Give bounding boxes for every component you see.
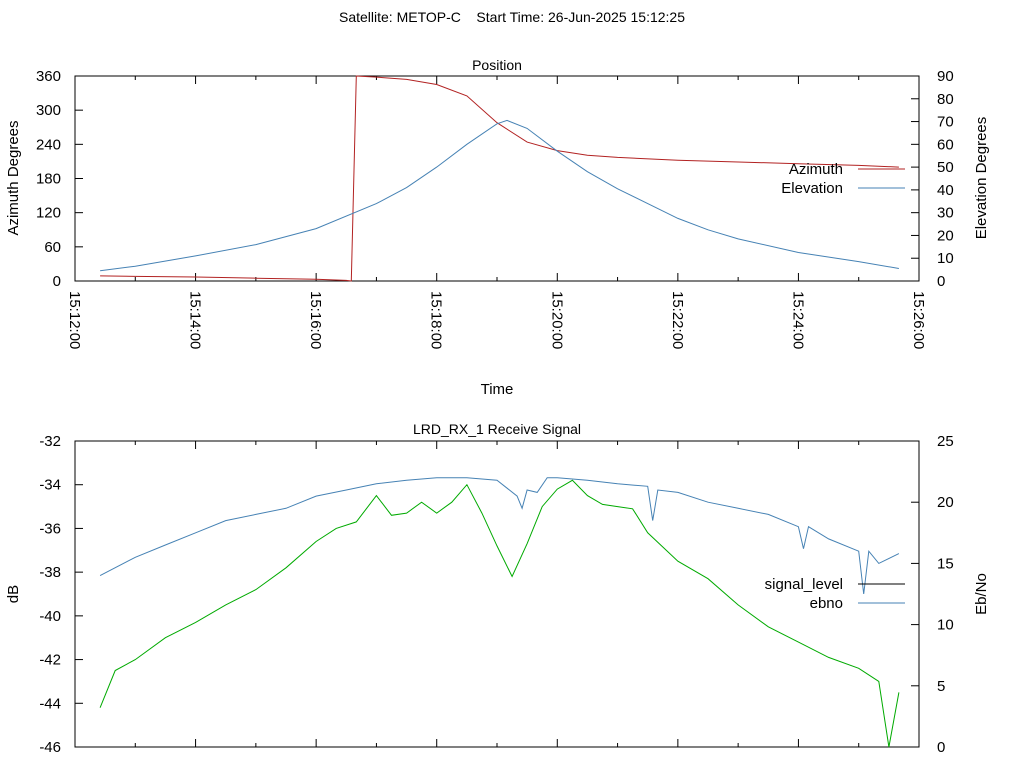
- position-left-tick-label: 120: [36, 205, 61, 222]
- signal-chart-title: LRD_RX_1 Receive Signal: [413, 421, 581, 437]
- signal-series-line-series-2: [99, 479, 900, 748]
- signal-right-tick-label: 0: [937, 739, 945, 756]
- signal-left-tick-label: -40: [39, 608, 61, 625]
- position-x-tick-label: 15:22:00: [669, 291, 686, 349]
- legend-signal-level-label: signal_level: [765, 576, 843, 593]
- legend-ebno-label: ebno: [810, 595, 843, 612]
- signal-right-tick-label: 25: [937, 433, 954, 450]
- position-right-tick-label: 20: [937, 227, 954, 244]
- position-x-axis-label: Time: [481, 381, 514, 398]
- signal-right-tick-label: 20: [937, 494, 954, 511]
- position-right-tick-label: 0: [937, 273, 945, 290]
- position-right-tick-label: 70: [937, 114, 954, 131]
- position-right-tick-label: 80: [937, 91, 954, 108]
- signal-series: [99, 477, 900, 748]
- signal-left-tick-label: -36: [39, 520, 61, 537]
- position-series-line-Azimuth: [100, 75, 899, 282]
- signal-left-tick-label: -34: [39, 477, 61, 494]
- position-right-tick-label: 50: [937, 159, 954, 176]
- position-left-axis-label: Azimuth Degrees: [5, 120, 22, 235]
- position-x-tick-label: 15:18:00: [428, 291, 445, 349]
- signal-right-tick-label: 10: [937, 617, 954, 634]
- position-left-tick-label: 360: [36, 68, 61, 85]
- position-left-tick-label: 180: [36, 171, 61, 188]
- signal-right-axis-label: Eb/No: [973, 573, 990, 615]
- legend-azimuth-label: Azimuth: [789, 161, 843, 178]
- position-ticks: 0 60 120 180 240 300 360 0 10 20 30 40 50 60 70 80 90 15:…: [36, 68, 954, 349]
- signal-right-tick-label: 5: [937, 678, 945, 695]
- legend-elevation-label: Elevation: [781, 180, 843, 197]
- position-left-tick-label: 60: [44, 239, 61, 256]
- position-x-tick-label: 15:20:00: [548, 291, 565, 349]
- position-right-axis-label: Elevation Degrees: [973, 117, 990, 240]
- signal-chart: LRD_RX_1 Receive Signal dB Eb/No -46-44-…: [5, 421, 990, 756]
- signal-series-line-ebno: [99, 477, 900, 595]
- signal-ticks: -46 -44 -42 -40 -38 -36 -34 -32 0 5 10 15 20 25: [39, 433, 953, 756]
- signal-left-axis-label: dB: [5, 585, 22, 603]
- position-left-tick-label: 0: [53, 273, 61, 290]
- pass-header: Satellite: METOP-C Start Time: 26-Jun-20…: [339, 9, 685, 25]
- position-series-line-Elevation: [100, 119, 899, 272]
- signal-plot-frame: [74, 440, 920, 748]
- position-x-tick-label: 15:12:00: [66, 291, 83, 349]
- position-chart-title: Position: [472, 57, 522, 73]
- signal-left-tick-label: -44: [39, 695, 61, 712]
- position-right-tick-label: 90: [937, 68, 954, 85]
- position-x-tick-label: 15:26:00: [910, 291, 927, 349]
- signal-right-tick-label: 15: [937, 555, 954, 572]
- position-x-tick-label: 15:24:00: [789, 291, 806, 349]
- position-left-tick-label: 300: [36, 102, 61, 119]
- position-plot-frame: [74, 75, 920, 282]
- signal-left-tick-label: -32: [39, 433, 61, 450]
- position-right-tick-label: 10: [937, 250, 954, 267]
- signal-left-tick-label: -38: [39, 564, 61, 581]
- signal-legend: signal_level ebno: [765, 576, 905, 612]
- signal-left-tick-label: -42: [39, 652, 61, 669]
- position-chart: Position Time Azimuth Degrees Elevation …: [5, 57, 990, 398]
- position-right-tick-label: 30: [937, 205, 954, 222]
- signal-left-tick-label: -46: [39, 739, 61, 756]
- position-x-tick-label: 15:14:00: [187, 291, 204, 349]
- position-x-tick-label: 15:16:00: [307, 291, 324, 349]
- position-right-tick-label: 40: [937, 182, 954, 199]
- position-legend: Azimuth Elevation: [781, 161, 905, 197]
- position-series: [100, 75, 899, 282]
- position-left-tick-label: 240: [36, 136, 61, 153]
- position-right-tick-label: 60: [937, 136, 954, 153]
